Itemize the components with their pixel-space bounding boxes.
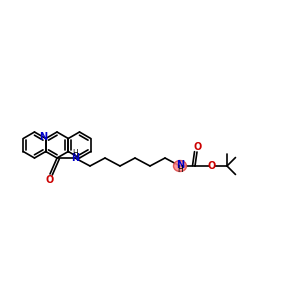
Ellipse shape [173,160,187,172]
Text: O: O [194,142,202,152]
Text: H: H [177,166,183,175]
Text: N: N [176,160,184,170]
Text: N: N [39,131,47,142]
Text: O: O [46,175,54,185]
Text: N: N [71,153,79,163]
Text: H: H [72,148,78,158]
Text: O: O [208,161,216,171]
